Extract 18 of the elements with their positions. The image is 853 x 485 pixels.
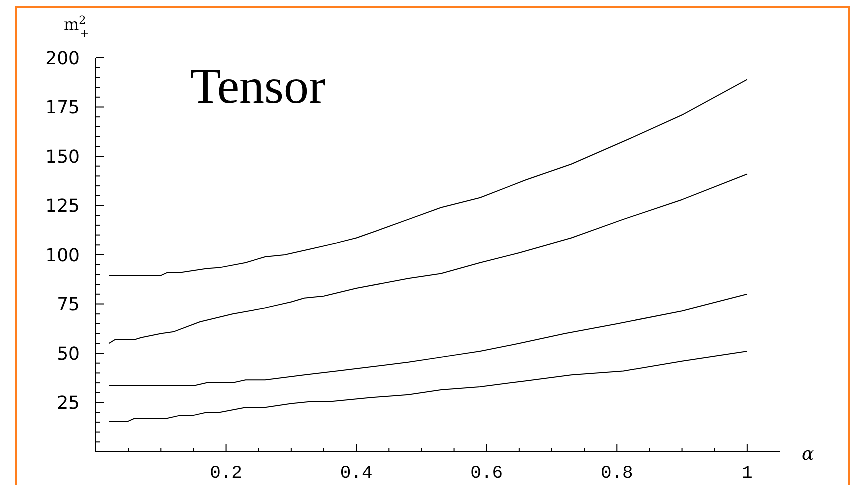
- line-series: [108, 294, 748, 387]
- line-series: [108, 174, 748, 344]
- x-tick-label: 0.6: [470, 464, 504, 484]
- y-tick-label: 75: [57, 294, 80, 316]
- y-tick-label: 125: [46, 196, 80, 218]
- y-tick-label: 25: [57, 393, 80, 414]
- y-tick-label: 100: [46, 245, 80, 266]
- line-series: [108, 351, 748, 422]
- x-tick-label: 1: [742, 464, 753, 484]
- y-tick-label: 175: [46, 98, 80, 119]
- x-tick-label: 0.8: [600, 464, 634, 484]
- x-tick-label: 0.2: [210, 464, 242, 484]
- x-axis-title: α: [802, 444, 814, 465]
- y-tick-label: 50: [57, 344, 80, 365]
- chart-title: Tensor: [190, 58, 326, 114]
- x-tick-label: 0.4: [340, 464, 373, 484]
- y-tick-label: 200: [46, 48, 80, 70]
- y-tick-label: 150: [46, 146, 80, 168]
